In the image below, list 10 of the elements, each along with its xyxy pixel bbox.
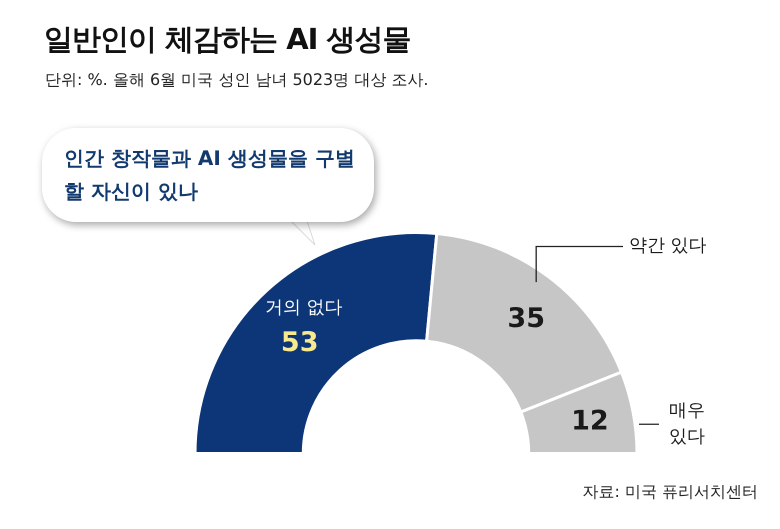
data-label: 12 [571, 405, 609, 436]
chart-subtitle: 단위: %. 올해 6월 미국 성인 남녀 5023명 대상 조사. [45, 70, 428, 91]
data-label: 35 [507, 303, 545, 334]
data-label: 53 [280, 327, 318, 358]
chart-title: 일반인이 체감하는 AI 생성물 [44, 21, 411, 58]
speech-bubble: 인간 창작물과 AI 생성물을 구별할 자신이 있나 [42, 128, 374, 222]
slice-label: 매우 있다 [669, 400, 705, 447]
text: 자료: 미국 퓨리서치센터 [582, 482, 758, 503]
slice-label: 약간 있다 [629, 235, 707, 256]
slice-label: 거의 없다 [264, 296, 343, 318]
